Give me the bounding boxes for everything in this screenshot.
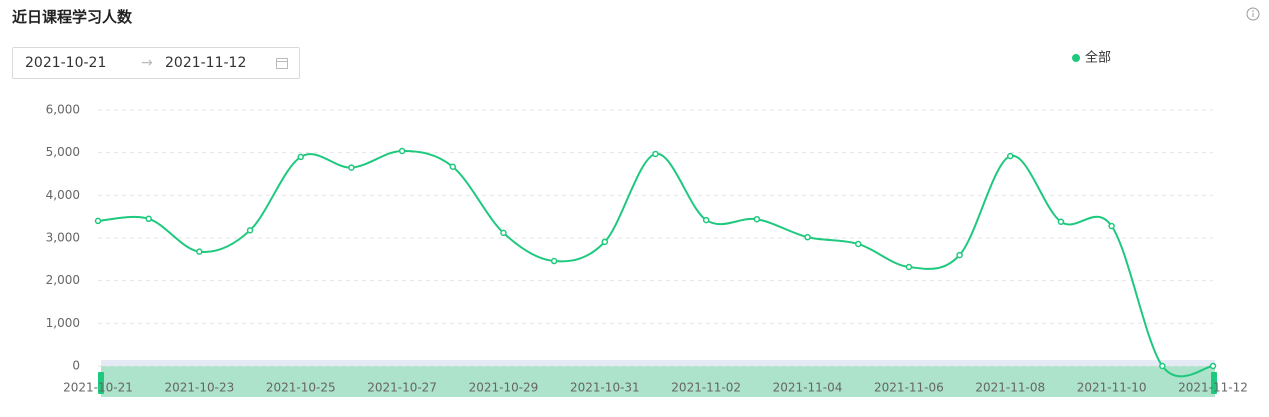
x-tick-label: 2021-10-29 bbox=[469, 381, 539, 395]
point bbox=[1007, 152, 1014, 160]
info-icon[interactable] bbox=[1245, 6, 1261, 22]
point bbox=[449, 163, 457, 170]
date-range-picker[interactable]: 2021-10-21 → 2021-11-12 bbox=[12, 47, 300, 79]
point bbox=[196, 248, 203, 255]
y-tick-label: 0 bbox=[72, 359, 80, 373]
x-tick-label: 2021-10-21 bbox=[63, 381, 133, 395]
x-tick-label: 2021-11-10 bbox=[1077, 381, 1147, 395]
point bbox=[398, 147, 406, 155]
point bbox=[854, 240, 862, 248]
x-tick-label: 2021-11-12 bbox=[1178, 381, 1248, 395]
y-tick-label: 5,000 bbox=[46, 145, 80, 159]
calendar-icon[interactable] bbox=[275, 56, 289, 70]
point bbox=[500, 229, 507, 237]
point bbox=[601, 238, 609, 246]
point bbox=[702, 216, 710, 224]
y-tick-label: 1,000 bbox=[46, 316, 80, 330]
x-tick-label: 2021-10-31 bbox=[570, 381, 640, 395]
zoom-handle-left[interactable] bbox=[98, 372, 104, 394]
y-tick-label: 3,000 bbox=[46, 231, 80, 245]
end-date[interactable]: 2021-11-12 bbox=[165, 55, 247, 71]
x-tick-label: 2021-10-25 bbox=[266, 381, 336, 395]
point bbox=[145, 215, 152, 223]
y-tick-label: 2,000 bbox=[46, 273, 80, 287]
y-tick-label: 4,000 bbox=[46, 188, 80, 202]
x-tick-label: 2021-11-02 bbox=[671, 381, 741, 395]
x-tick-label: 2021-11-08 bbox=[975, 381, 1045, 395]
x-tick-label: 2021-11-06 bbox=[874, 381, 944, 395]
start-date[interactable]: 2021-10-21 bbox=[25, 55, 107, 71]
point bbox=[1209, 362, 1217, 370]
y-tick-label: 6,000 bbox=[46, 103, 80, 117]
point bbox=[652, 150, 659, 158]
point bbox=[246, 227, 254, 234]
point bbox=[1057, 218, 1065, 226]
point bbox=[1108, 222, 1115, 230]
zoom-slider-window[interactable] bbox=[101, 366, 1215, 397]
x-tick-label: 2021-10-27 bbox=[367, 381, 437, 395]
point bbox=[1159, 362, 1166, 370]
line bbox=[97, 149, 1214, 378]
point bbox=[804, 233, 811, 241]
point bbox=[956, 251, 963, 259]
point bbox=[348, 164, 355, 171]
point bbox=[905, 263, 913, 271]
point bbox=[297, 153, 304, 161]
point bbox=[753, 215, 761, 223]
point bbox=[550, 257, 558, 265]
arrow: → bbox=[141, 55, 153, 71]
page-title: 近日课程学习人数 bbox=[12, 8, 133, 26]
legend-marker[interactable] bbox=[1072, 54, 1080, 62]
x-tick-label: 2021-10-23 bbox=[164, 381, 234, 395]
x-tick-label: 2021-11-04 bbox=[773, 381, 843, 395]
point bbox=[94, 217, 102, 225]
legend-label[interactable]: 全部 bbox=[1085, 50, 1111, 66]
zoom-handle-right[interactable] bbox=[1211, 372, 1217, 394]
